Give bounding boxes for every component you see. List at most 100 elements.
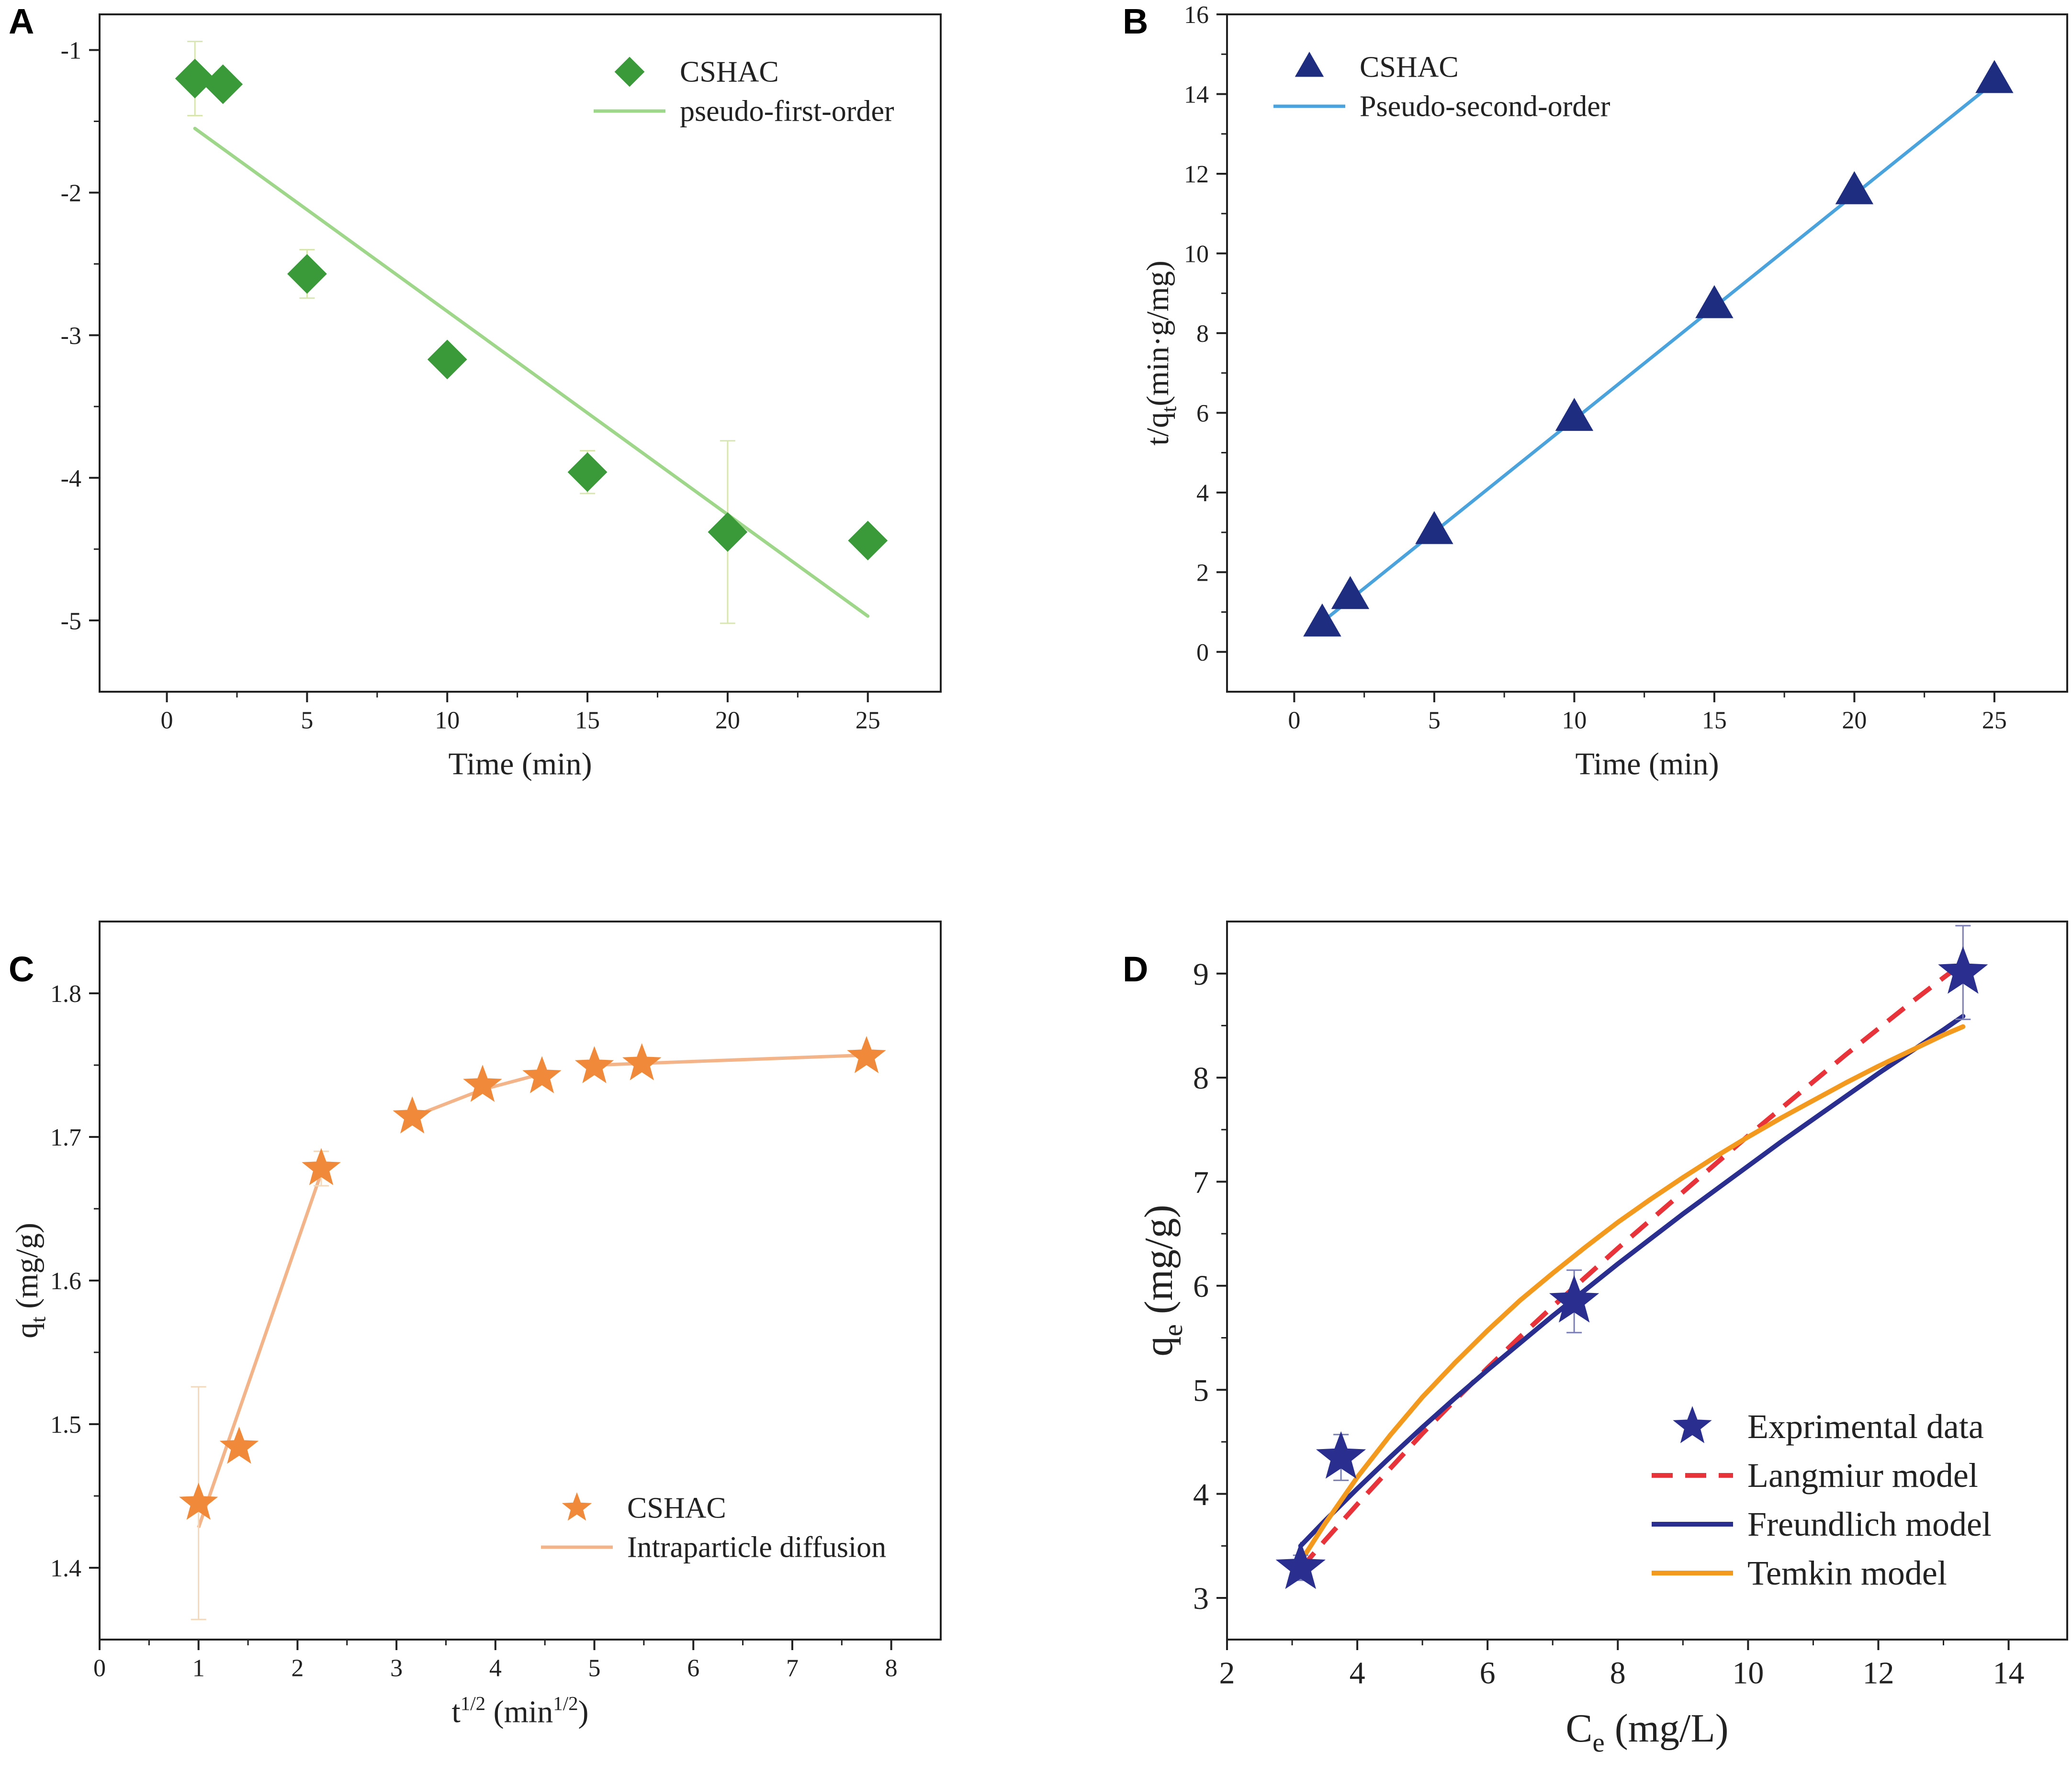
y-axis-label-main: t/q [1140, 412, 1175, 446]
legend: CSHAC pseudo-first-order [594, 56, 894, 127]
y-tick-label: 4 [1196, 480, 1209, 507]
x-axis-label-sup: 1/2 [553, 1693, 578, 1714]
x-tick-label: 15 [575, 707, 600, 734]
legend: CSHAC Intraparticle diffusion [541, 1492, 886, 1563]
y-tick-label: 0 [1196, 639, 1209, 666]
legend-marker [1673, 1406, 1712, 1443]
y-tick-label: 2 [1196, 559, 1209, 586]
plot-frame [99, 13, 942, 693]
x-tick-label: 6 [687, 1655, 699, 1682]
legend-label: CSHAC [1360, 51, 1459, 83]
data-point [302, 1148, 341, 1185]
data-point [203, 64, 243, 104]
y-tick-label: 1.8 [50, 980, 81, 1008]
y-tick-label: 7 [1193, 1165, 1209, 1200]
legend-label: pseudo-first-order [680, 95, 894, 127]
series-segment-1 [197, 1172, 323, 1529]
x-tick-label: 8 [1610, 1655, 1626, 1690]
legend-marker [562, 1492, 592, 1521]
y-axis-label-tail: (mg/g) [10, 1223, 45, 1316]
y-tick-label: 16 [1184, 1, 1209, 29]
x-axis-label: Time (min) [448, 746, 592, 781]
y-axis-label: t/qt(min·g/mg) [1140, 260, 1181, 445]
y-tick-label: 12 [1184, 161, 1209, 188]
x-axis-label: Ce (mg/L) [1565, 1706, 1728, 1758]
y-axis-label: qe (mg/g) [1137, 1205, 1188, 1357]
data-point [287, 254, 327, 294]
panel-b: B 0 5 10 15 20 25 0 2 4 6 8 10 12 14 16 Time (min) t/qt(m… [1123, 1, 2068, 781]
panel-letter: C [9, 949, 34, 989]
x-tick-label: 0 [93, 1655, 106, 1682]
y-tick-label: -4 [61, 465, 81, 492]
data-point [1415, 511, 1453, 544]
x-tick-label: 0 [1288, 707, 1300, 734]
plot-frame [1226, 921, 2068, 1641]
data-point [219, 1427, 259, 1464]
data-layer [1303, 60, 2014, 637]
x-tick-label: 5 [301, 707, 313, 734]
x-axis-label-main: Time (min) [448, 746, 592, 781]
x-axis-label-main: C [1565, 1706, 1592, 1751]
legend-label: Exprimental data [1747, 1407, 1984, 1446]
data-layer [1275, 925, 1988, 1589]
series-line-langmiur-model [1298, 961, 1965, 1571]
y-axis-label-sub: t [1157, 406, 1181, 412]
y-tick-label: -1 [61, 37, 81, 65]
legend: CSHAC Pseudo-second-order [1273, 51, 1610, 123]
x-tick-label: 6 [1480, 1655, 1496, 1690]
data-point [1275, 1541, 1326, 1589]
x-tick-label: 1 [192, 1655, 205, 1682]
y-tick-label: -3 [61, 322, 81, 349]
y-tick-label: 4 [1193, 1477, 1209, 1512]
data-point [848, 520, 888, 561]
y-axis-label-tail: (min·g/mg) [1140, 260, 1175, 406]
y-tick-label: 8 [1193, 1061, 1209, 1096]
panel-letter: A [9, 1, 34, 41]
x-axis-label-tail: (mg/L) [1605, 1706, 1729, 1751]
y-tick-label: 8 [1196, 320, 1209, 348]
y-tick-label: -5 [61, 607, 81, 635]
data-point [1331, 576, 1370, 609]
y-tick-label: 9 [1193, 957, 1209, 992]
x-tick-label: 2 [291, 1655, 304, 1682]
panel-letter: D [1123, 949, 1148, 989]
data-point [1555, 398, 1594, 431]
x-tick-label: 3 [390, 1655, 403, 1682]
series-line-pseudo-first-order [193, 126, 870, 618]
y-tick-label: 1.6 [50, 1268, 81, 1295]
y-axis-label: qt (mg/g) [10, 1223, 50, 1338]
legend: Exprimental data Langmiur model Freundlich… [1652, 1406, 1992, 1592]
data-point [179, 1483, 218, 1520]
data-point [522, 1056, 562, 1093]
data-point [1303, 603, 1341, 637]
data-point [1549, 1275, 1599, 1323]
data-point [393, 1096, 432, 1134]
y-axis-label-main: q [1137, 1336, 1181, 1356]
x-tick-label: 5 [1428, 707, 1441, 734]
data-point [1975, 60, 2014, 93]
data-point [463, 1065, 502, 1102]
y-tick-label: 3 [1193, 1581, 1209, 1616]
x-tick-label: 14 [1993, 1655, 2025, 1690]
x-axis-label-end: ) [578, 1694, 589, 1729]
data-point [175, 58, 215, 99]
x-tick-label: 4 [1350, 1655, 1365, 1690]
x-tick-label: 2 [1219, 1655, 1235, 1690]
data-point [1938, 946, 1988, 994]
x-tick-label: 10 [1562, 707, 1587, 734]
x-tick-label: 10 [435, 707, 460, 734]
y-tick-label: 5 [1193, 1373, 1209, 1408]
y-tick-label: -2 [61, 180, 81, 207]
legend-label: Intraparticle diffusion [627, 1531, 886, 1563]
y-axis-label-main: q [10, 1323, 45, 1338]
data-point [708, 512, 748, 552]
legend-label: Pseudo-second-order [1360, 90, 1610, 123]
x-tick-label: 4 [489, 1655, 502, 1682]
x-axis-label-sup: 1/2 [461, 1693, 485, 1714]
x-tick-label: 7 [786, 1655, 799, 1682]
x-axis-label: Time (min) [1575, 746, 1719, 781]
y-tick-label: 1.5 [50, 1411, 81, 1439]
series-line-temkin-model [1298, 1024, 1966, 1564]
